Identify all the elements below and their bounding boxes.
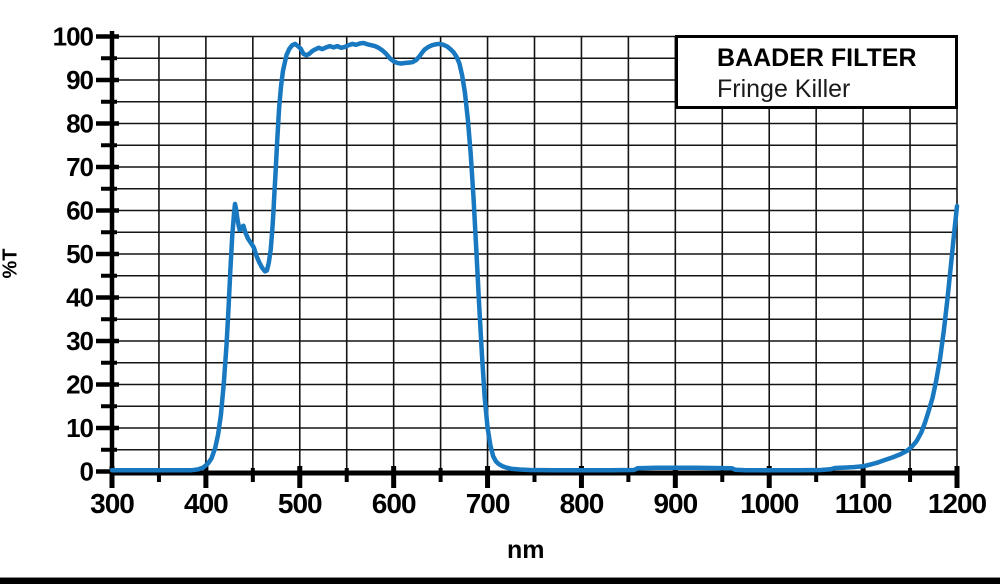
y-tick-label: 20 xyxy=(66,370,93,400)
axes xyxy=(109,31,959,476)
y-tick-label: 10 xyxy=(66,413,93,443)
tick-labels: 0 10 20 30 40 50 60 70 80 90 100 300 400 500 600 700 800… xyxy=(53,22,988,520)
filter-model-subtitle: Fringe Killer xyxy=(717,75,851,103)
x-tick-label: 300 xyxy=(90,488,134,519)
x-tick-label: 1100 xyxy=(835,488,892,519)
x-tick-label: 600 xyxy=(372,488,416,519)
y-tick-label: 50 xyxy=(66,239,93,269)
x-tick-label: 900 xyxy=(653,488,697,519)
y-tick-label: 90 xyxy=(66,65,93,95)
x-tick-label: 500 xyxy=(278,488,322,519)
filter-brand-title: BAADER FILTER xyxy=(717,44,917,72)
x-tick-label: 1200 xyxy=(928,488,987,519)
bottom-divider-bar xyxy=(0,577,1000,584)
y-tick-label: 70 xyxy=(66,152,93,182)
x-axis-title: nm xyxy=(507,536,545,564)
y-tick-label: 30 xyxy=(66,326,93,356)
x-tick-label: 400 xyxy=(184,488,228,519)
y-tick-label: 40 xyxy=(66,283,93,313)
x-tick-label: 1000 xyxy=(740,488,799,519)
filter-label-box: BAADER FILTER Fringe Killer xyxy=(675,35,958,109)
y-tick-label: 80 xyxy=(66,109,93,139)
transmission-curve xyxy=(109,40,960,473)
x-tick-label: 700 xyxy=(466,488,510,519)
gridlines xyxy=(112,35,958,472)
y-tick-label: 0 xyxy=(80,457,94,487)
y-axis-title: %T xyxy=(0,248,22,279)
x-tick-label: 800 xyxy=(560,488,604,519)
y-tick-label: 100 xyxy=(53,22,94,52)
y-tick-label: 60 xyxy=(66,196,93,226)
